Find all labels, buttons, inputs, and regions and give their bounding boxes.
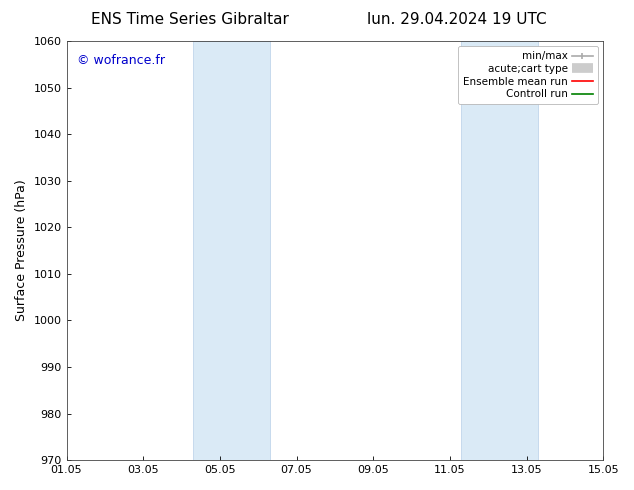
Text: lun. 29.04.2024 19 UTC: lun. 29.04.2024 19 UTC bbox=[366, 12, 547, 27]
Bar bbox=[193, 41, 269, 460]
Text: © wofrance.fr: © wofrance.fr bbox=[77, 53, 165, 67]
Text: ENS Time Series Gibraltar: ENS Time Series Gibraltar bbox=[91, 12, 289, 27]
Bar bbox=[462, 41, 538, 460]
Y-axis label: Surface Pressure (hPa): Surface Pressure (hPa) bbox=[15, 180, 28, 321]
Legend: min/max, acute;cart type, Ensemble mean run, Controll run: min/max, acute;cart type, Ensemble mean … bbox=[458, 46, 598, 104]
